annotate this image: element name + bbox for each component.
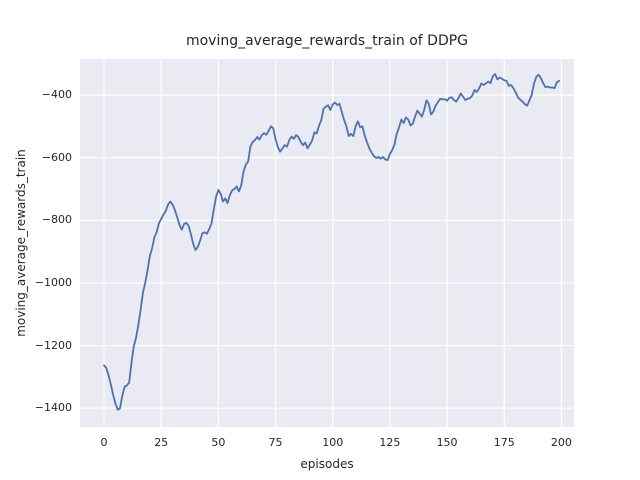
x-tick-label: 25 <box>154 436 169 449</box>
x-tick-label: 50 <box>211 436 226 449</box>
x-tick-label: 175 <box>493 436 515 449</box>
chart-title: moving_average_rewards_train of DDPG <box>185 33 469 49</box>
x-tick-label: 125 <box>379 436 401 449</box>
y-tick-label: −1400 <box>34 401 72 415</box>
y-tick-label: −600 <box>41 150 72 164</box>
x-tick-label: 200 <box>550 436 572 449</box>
axes-background <box>80 59 574 427</box>
x-tick-label: 150 <box>436 436 458 449</box>
y-tick-label: −1200 <box>34 338 72 352</box>
plot-area <box>80 59 574 427</box>
y-tick-label: −1000 <box>34 275 72 289</box>
y-tick-label: −800 <box>41 213 72 227</box>
line-chart-canvas <box>80 59 574 427</box>
y-axis-label: moving_average_rewards_train <box>14 149 28 337</box>
y-tick-label: −400 <box>41 88 72 102</box>
x-tick-label: 0 <box>100 436 108 449</box>
x-tick-label: 75 <box>268 436 283 449</box>
series-line-moving_average_rewards_train <box>103 73 561 411</box>
x-axis-label: episodes <box>300 457 354 471</box>
x-tick-label: 100 <box>322 436 344 449</box>
